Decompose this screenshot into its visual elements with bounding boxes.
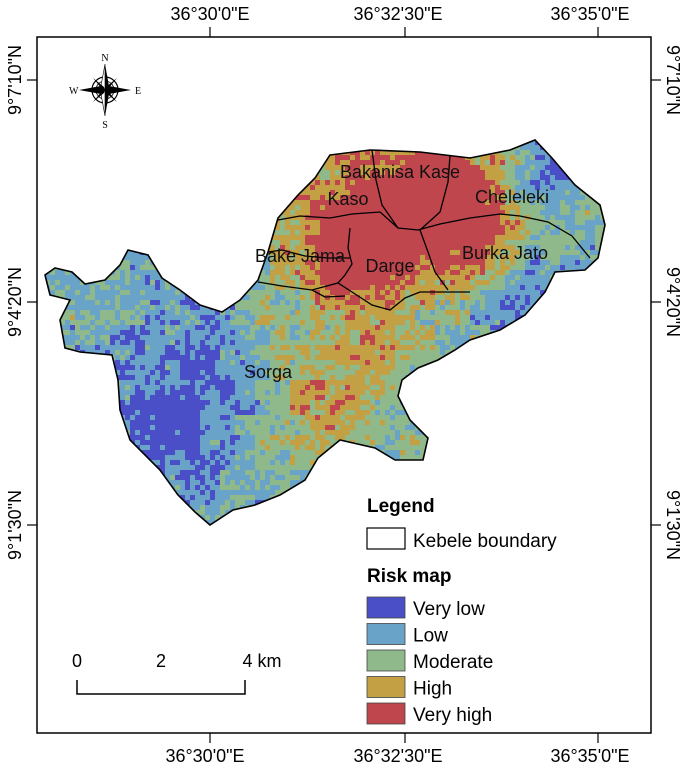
compass-s-label: S bbox=[102, 120, 108, 131]
scale-label-0: 0 bbox=[72, 651, 82, 671]
scale-label-4km: 4 km bbox=[242, 651, 281, 671]
kebele-boundaries bbox=[257, 149, 591, 311]
top-lon-label-3: 36°35'0"E bbox=[550, 4, 629, 24]
kebele-label-bake-jama: Bake Jama bbox=[255, 246, 346, 266]
kebele-boundary-label: Kebele boundary bbox=[413, 531, 557, 552]
scale-bar: 0 2 4 km bbox=[72, 651, 282, 695]
compass-e-label: E bbox=[135, 86, 141, 97]
legend-swatch-moderate bbox=[366, 649, 406, 672]
scale-label-2: 2 bbox=[156, 651, 166, 671]
kebele-label-bakanisa-kase: Bakanisa Kase bbox=[340, 162, 460, 182]
legend-label-very-low: Very low bbox=[413, 599, 485, 620]
legend-swatch-low bbox=[366, 623, 406, 645]
legend-label-very-high: Very high bbox=[413, 705, 492, 726]
compass-w-label: W bbox=[69, 86, 79, 97]
kebele-label-burka-jato: Burka Jato bbox=[462, 243, 548, 263]
legend-swatch-high bbox=[366, 676, 406, 698]
kebele-boundary-swatch bbox=[366, 527, 406, 550]
graticule-ticks bbox=[27, 27, 661, 743]
kebele-label-darge: Darge bbox=[365, 256, 414, 276]
legend-swatch-very-low bbox=[366, 596, 406, 619]
kebele-label-cheleleki: Cheleleki bbox=[475, 187, 549, 207]
top-lon-label-1: 36°30'0"E bbox=[170, 4, 249, 24]
right-lat-label-3: 9°1'30"N bbox=[663, 490, 683, 560]
bottom-lon-label-2: 36°32'30"E bbox=[353, 746, 442, 766]
legend-label-moderate: Moderate bbox=[413, 652, 493, 673]
left-lat-label-2: 9°4'20"N bbox=[5, 267, 25, 337]
top-lon-label-2: 36°32'30"E bbox=[353, 4, 442, 24]
kebele-label-kaso: Kaso bbox=[327, 189, 368, 209]
left-lat-label-3: 9°1'30"N bbox=[5, 490, 25, 560]
legend-swatch-very-high bbox=[366, 702, 406, 725]
kebele-label-sorga: Sorga bbox=[244, 362, 293, 382]
north-arrow-icon: N S E W bbox=[69, 53, 141, 131]
legend: Legend Kebele boundary Risk map Very low… bbox=[366, 496, 557, 726]
bottom-lon-label-3: 36°35'0"E bbox=[550, 746, 629, 766]
right-lat-label-2: 9°4'20"N bbox=[663, 267, 683, 337]
left-lat-label-1: 9°7'10"N bbox=[5, 45, 25, 115]
right-lat-label-1: 9°7'10"N bbox=[663, 45, 683, 115]
bottom-lon-label-1: 36°30'0"E bbox=[165, 746, 244, 766]
legend-label-high: High bbox=[413, 679, 452, 700]
legend-label-low: Low bbox=[413, 626, 448, 647]
compass-n-label: N bbox=[101, 53, 108, 64]
risk-map-title: Risk map bbox=[367, 566, 451, 587]
legend-title: Legend bbox=[367, 496, 435, 517]
